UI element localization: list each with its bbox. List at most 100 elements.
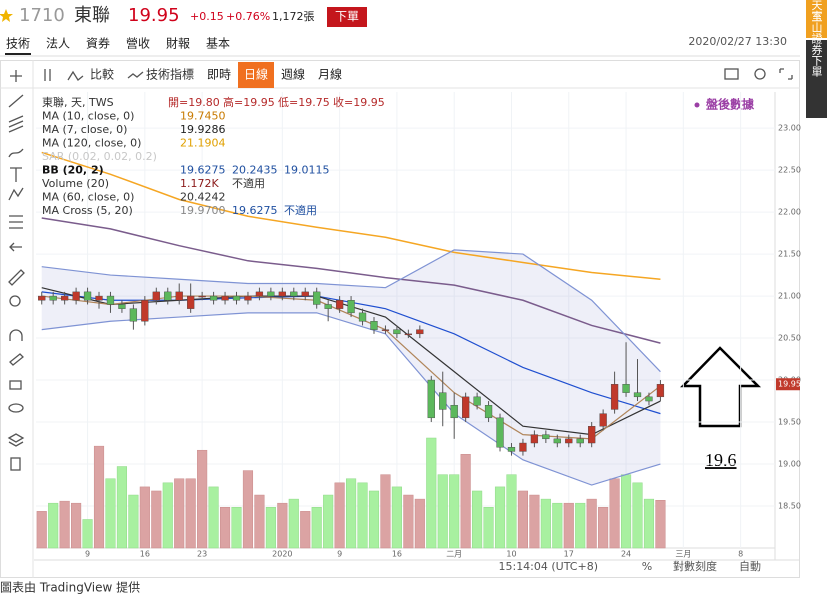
legend-item: 19.9286 (180, 123, 226, 136)
candle-body (473, 396, 481, 406)
brush-icon[interactable] (8, 148, 24, 158)
volume-bar (151, 490, 162, 549)
screenshot-icon[interactable] (724, 68, 739, 80)
log-toggle[interactable]: 對數刻度 (673, 559, 717, 573)
compare-label[interactable]: 比較 (90, 67, 114, 82)
order-button-label[interactable]: 下單 (335, 10, 359, 24)
chat-label[interactable]: 聊天室 (810, 0, 823, 22)
volume-bar (460, 454, 471, 549)
layers-icon[interactable] (7, 433, 25, 447)
chart-frame (0, 60, 800, 578)
legend-item: 東聯, 天, TWS (42, 96, 114, 109)
volume-bar (517, 490, 529, 549)
volume-bar (139, 486, 150, 549)
candle-body (129, 308, 138, 322)
volume-bar (575, 502, 586, 549)
candle-body (565, 438, 573, 444)
stock-price: 19.95 (128, 5, 180, 26)
legend-item: MA Cross (5, 20) (42, 204, 133, 217)
star-icon[interactable] (0, 9, 13, 22)
volume-bar (391, 486, 402, 549)
pattern-icon[interactable] (8, 187, 24, 201)
order-tab[interactable] (806, 40, 827, 118)
candle-body (450, 405, 458, 419)
tab[interactable]: 技術 (6, 37, 30, 51)
legend-item: 開=19.80 (168, 96, 220, 109)
text-icon[interactable] (10, 167, 22, 182)
eye-icon[interactable] (8, 403, 24, 413)
y-tick-label: 22.50 (778, 166, 801, 175)
tab[interactable]: 資券 (86, 36, 110, 51)
volume-bar (540, 498, 551, 549)
volume-bar (620, 474, 632, 549)
zoom-icon[interactable] (9, 295, 21, 307)
order-button[interactable] (327, 7, 367, 27)
fib-icon[interactable] (8, 115, 24, 133)
candle-body (209, 295, 218, 301)
compare-icon[interactable] (67, 70, 84, 81)
trash-icon[interactable] (10, 457, 21, 471)
magnet-icon[interactable] (9, 329, 23, 341)
indicators-label[interactable]: 技術指標 (146, 67, 194, 82)
last-price-tag (776, 378, 800, 391)
candle-body (610, 384, 619, 410)
volume-bar (586, 498, 597, 549)
x-tick-label: 16 (140, 550, 150, 559)
settings-icon[interactable] (754, 68, 766, 80)
legend-item: 20.2435 (232, 164, 278, 177)
tab[interactable]: 法人 (46, 37, 70, 51)
legend-item: 不適用 (284, 203, 317, 217)
y-tick-label: 21.50 (778, 250, 801, 259)
volume-bar (162, 482, 173, 549)
y-tick-label: 21.00 (778, 292, 801, 301)
volume-bar (334, 482, 345, 549)
candle-body (38, 295, 46, 301)
interval[interactable]: 日線 (244, 67, 268, 82)
symbol-icon[interactable] (44, 69, 51, 81)
interval-active (238, 62, 274, 88)
overlay-line (41, 249, 661, 373)
interval[interactable]: 週線 (281, 67, 305, 82)
lock-draw-icon[interactable] (9, 353, 24, 366)
volume-bar (59, 500, 70, 549)
percent-toggle[interactable]: % (642, 560, 652, 573)
volume-bar (483, 507, 494, 549)
left-toolbar (7, 70, 25, 471)
ruler-icon[interactable] (8, 269, 25, 286)
status-dot (694, 102, 700, 108)
back-icon[interactable] (9, 242, 22, 252)
indicator-icon[interactable] (127, 71, 144, 79)
lock-icon[interactable] (9, 380, 22, 390)
volume-bar (563, 502, 574, 549)
x-tick-label: 24 (621, 550, 631, 559)
x-tick-label: 23 (197, 550, 207, 559)
candle-body (187, 295, 195, 309)
crosshair-icon[interactable] (10, 70, 22, 82)
tab[interactable]: 基本 (206, 37, 230, 51)
status: 盤後數據 (705, 97, 755, 112)
candle-body (313, 291, 321, 305)
fullscreen-icon[interactable] (779, 68, 793, 80)
interval[interactable]: 月線 (318, 67, 342, 82)
line-icon[interactable] (8, 94, 24, 108)
order-tab-label[interactable]: 玉山證券下單 (810, 11, 823, 77)
legend-item: Volume (20) (42, 177, 109, 190)
legend-item: 20.4242 (180, 191, 226, 204)
volume-bar (380, 474, 391, 549)
y-tick-label: 20.50 (778, 334, 801, 343)
candle-body (462, 396, 470, 419)
stock-code: 1710 (19, 5, 65, 26)
measure-icon[interactable] (9, 215, 23, 229)
candle-body (496, 417, 504, 448)
tab[interactable]: 營收 (126, 37, 150, 51)
x-tick-label: 8 (738, 550, 743, 559)
auto-toggle[interactable]: 自動 (739, 559, 761, 573)
candle-body (255, 291, 264, 297)
x-tick-label: 三月 (675, 550, 691, 559)
x-tick-label: 二月 (446, 550, 462, 559)
tab[interactable]: 財報 (166, 36, 190, 51)
volume-bar (655, 500, 666, 549)
interval[interactable]: 即時 (207, 68, 231, 82)
chat-tab[interactable] (806, 0, 827, 38)
candle-body (244, 295, 252, 301)
